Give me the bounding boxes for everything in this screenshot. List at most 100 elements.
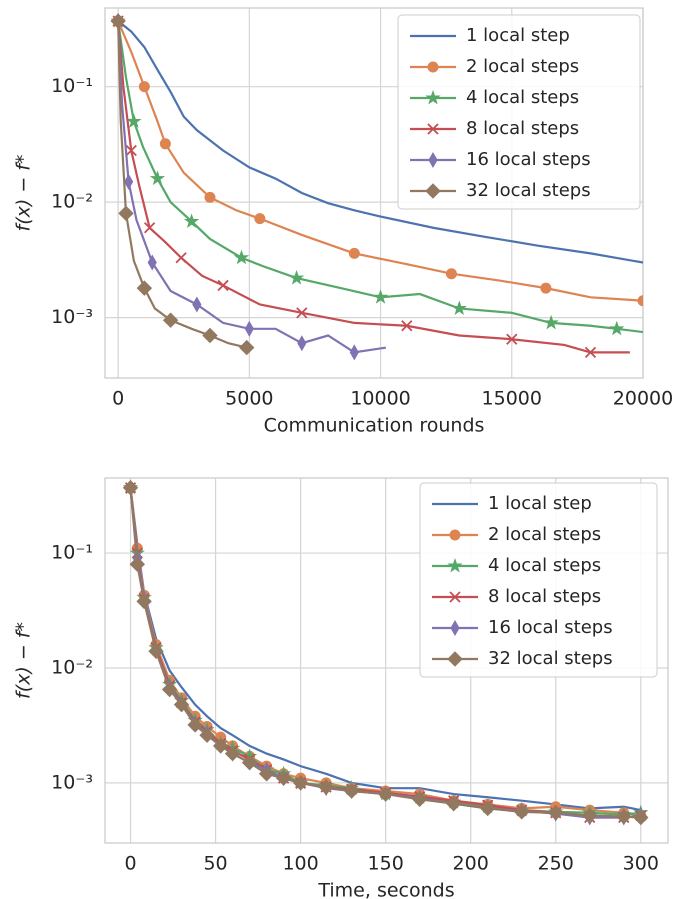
marker: [479, 800, 496, 817]
marker: [548, 805, 564, 821]
marker: [125, 144, 137, 157]
series-line: [117, 21, 247, 349]
marker: [348, 247, 360, 259]
x-tick-label: 20000: [613, 388, 673, 410]
legend-label: 2 local steps: [466, 56, 579, 77]
marker: [616, 808, 632, 825]
marker: [288, 270, 305, 285]
plot-border: [104, 477, 669, 844]
marker: [445, 268, 457, 280]
marker: [584, 346, 597, 359]
marker: [447, 557, 463, 573]
marker: [233, 249, 250, 265]
legend-label: 32 local steps: [488, 648, 613, 669]
marker: [239, 339, 255, 356]
marker: [217, 279, 229, 292]
legend-label: 16 local steps: [488, 617, 613, 638]
marker: [445, 795, 462, 812]
marker: [514, 804, 530, 820]
series-line: [129, 487, 641, 812]
marker: [318, 779, 334, 795]
marker: [540, 282, 552, 294]
x-axis-label: Communication rounds: [264, 415, 485, 437]
x-tick-label: 200: [453, 853, 489, 875]
marker: [447, 651, 463, 667]
marker: [192, 296, 202, 313]
series-line: [117, 21, 386, 354]
marker: [244, 320, 254, 337]
marker: [161, 681, 178, 698]
legend-label: 4 local steps: [488, 555, 601, 576]
marker: [609, 320, 625, 336]
legend-label: 1 local step: [488, 493, 592, 514]
x-axis-label: Time, seconds: [317, 880, 454, 899]
marker: [224, 745, 241, 762]
marker: [138, 81, 150, 93]
marker: [136, 280, 153, 296]
marker: [411, 791, 428, 808]
marker: [129, 556, 146, 572]
marker: [506, 333, 518, 345]
y-tick-label: 10⁻²: [51, 191, 93, 213]
legend: 1 local step 2 local steps 4 local steps 8 …: [397, 14, 641, 210]
x-tick-label: 0: [112, 388, 124, 410]
x-tick-label: 100: [282, 853, 318, 875]
chart: 0 5000 10000 15000 20000 10⁻³ 10⁻² 10⁻¹ Communic…: [13, 7, 673, 437]
marker: [633, 809, 649, 826]
legend: 1 local step 2 local steps 4 local steps 8 …: [419, 482, 658, 678]
y-tick-label: 10⁻²: [51, 656, 93, 678]
marker: [637, 295, 643, 307]
marker: [199, 727, 215, 743]
marker: [450, 619, 460, 637]
x-tick-label: 15000: [482, 388, 542, 410]
marker: [162, 312, 179, 328]
series-layer: [110, 13, 643, 361]
x-tick-label: 10000: [350, 388, 410, 410]
marker: [296, 307, 308, 319]
series-layer: [122, 479, 649, 826]
marker: [582, 807, 598, 824]
x-tick-label: 300: [623, 853, 659, 875]
x-tick-label: 5000: [225, 388, 273, 410]
marker: [425, 89, 441, 105]
marker: [136, 593, 152, 610]
marker: [428, 151, 438, 169]
marker: [292, 775, 309, 791]
x-tick-label: 150: [368, 853, 404, 875]
marker: [427, 123, 439, 135]
marker: [449, 591, 461, 603]
series-line: [117, 20, 630, 354]
marker: [126, 113, 142, 128]
marker: [204, 191, 216, 203]
x-tick-label: 250: [538, 853, 574, 875]
marker: [343, 783, 360, 799]
x-tick-label: 50: [203, 853, 227, 875]
x-tick-label: 0: [124, 853, 136, 875]
series-line: [117, 20, 643, 264]
legend-label: 1 local step: [466, 25, 570, 46]
y-axis-label: f(x) − f*: [13, 155, 35, 232]
marker: [372, 289, 389, 304]
marker: [143, 222, 156, 234]
plot-border: [104, 7, 644, 379]
marker: [427, 61, 439, 73]
marker: [187, 717, 203, 733]
marker: [159, 138, 171, 150]
marker: [212, 738, 229, 754]
marker: [122, 480, 139, 496]
marker: [183, 213, 200, 228]
legend-box: [419, 482, 658, 678]
marker: [349, 344, 359, 361]
marker: [254, 213, 266, 225]
legend-label: 32 local steps: [466, 180, 591, 201]
y-tick-label: 10⁻¹: [51, 542, 93, 564]
chart: 0 50 100 150 200 250 300 10⁻³ 10⁻² 10⁻¹ Time, seco…: [13, 477, 669, 899]
marker: [449, 529, 461, 541]
marker: [148, 643, 164, 659]
marker: [241, 754, 258, 771]
marker: [425, 183, 441, 199]
marker: [124, 173, 134, 190]
legend-label: 8 local steps: [488, 586, 601, 607]
